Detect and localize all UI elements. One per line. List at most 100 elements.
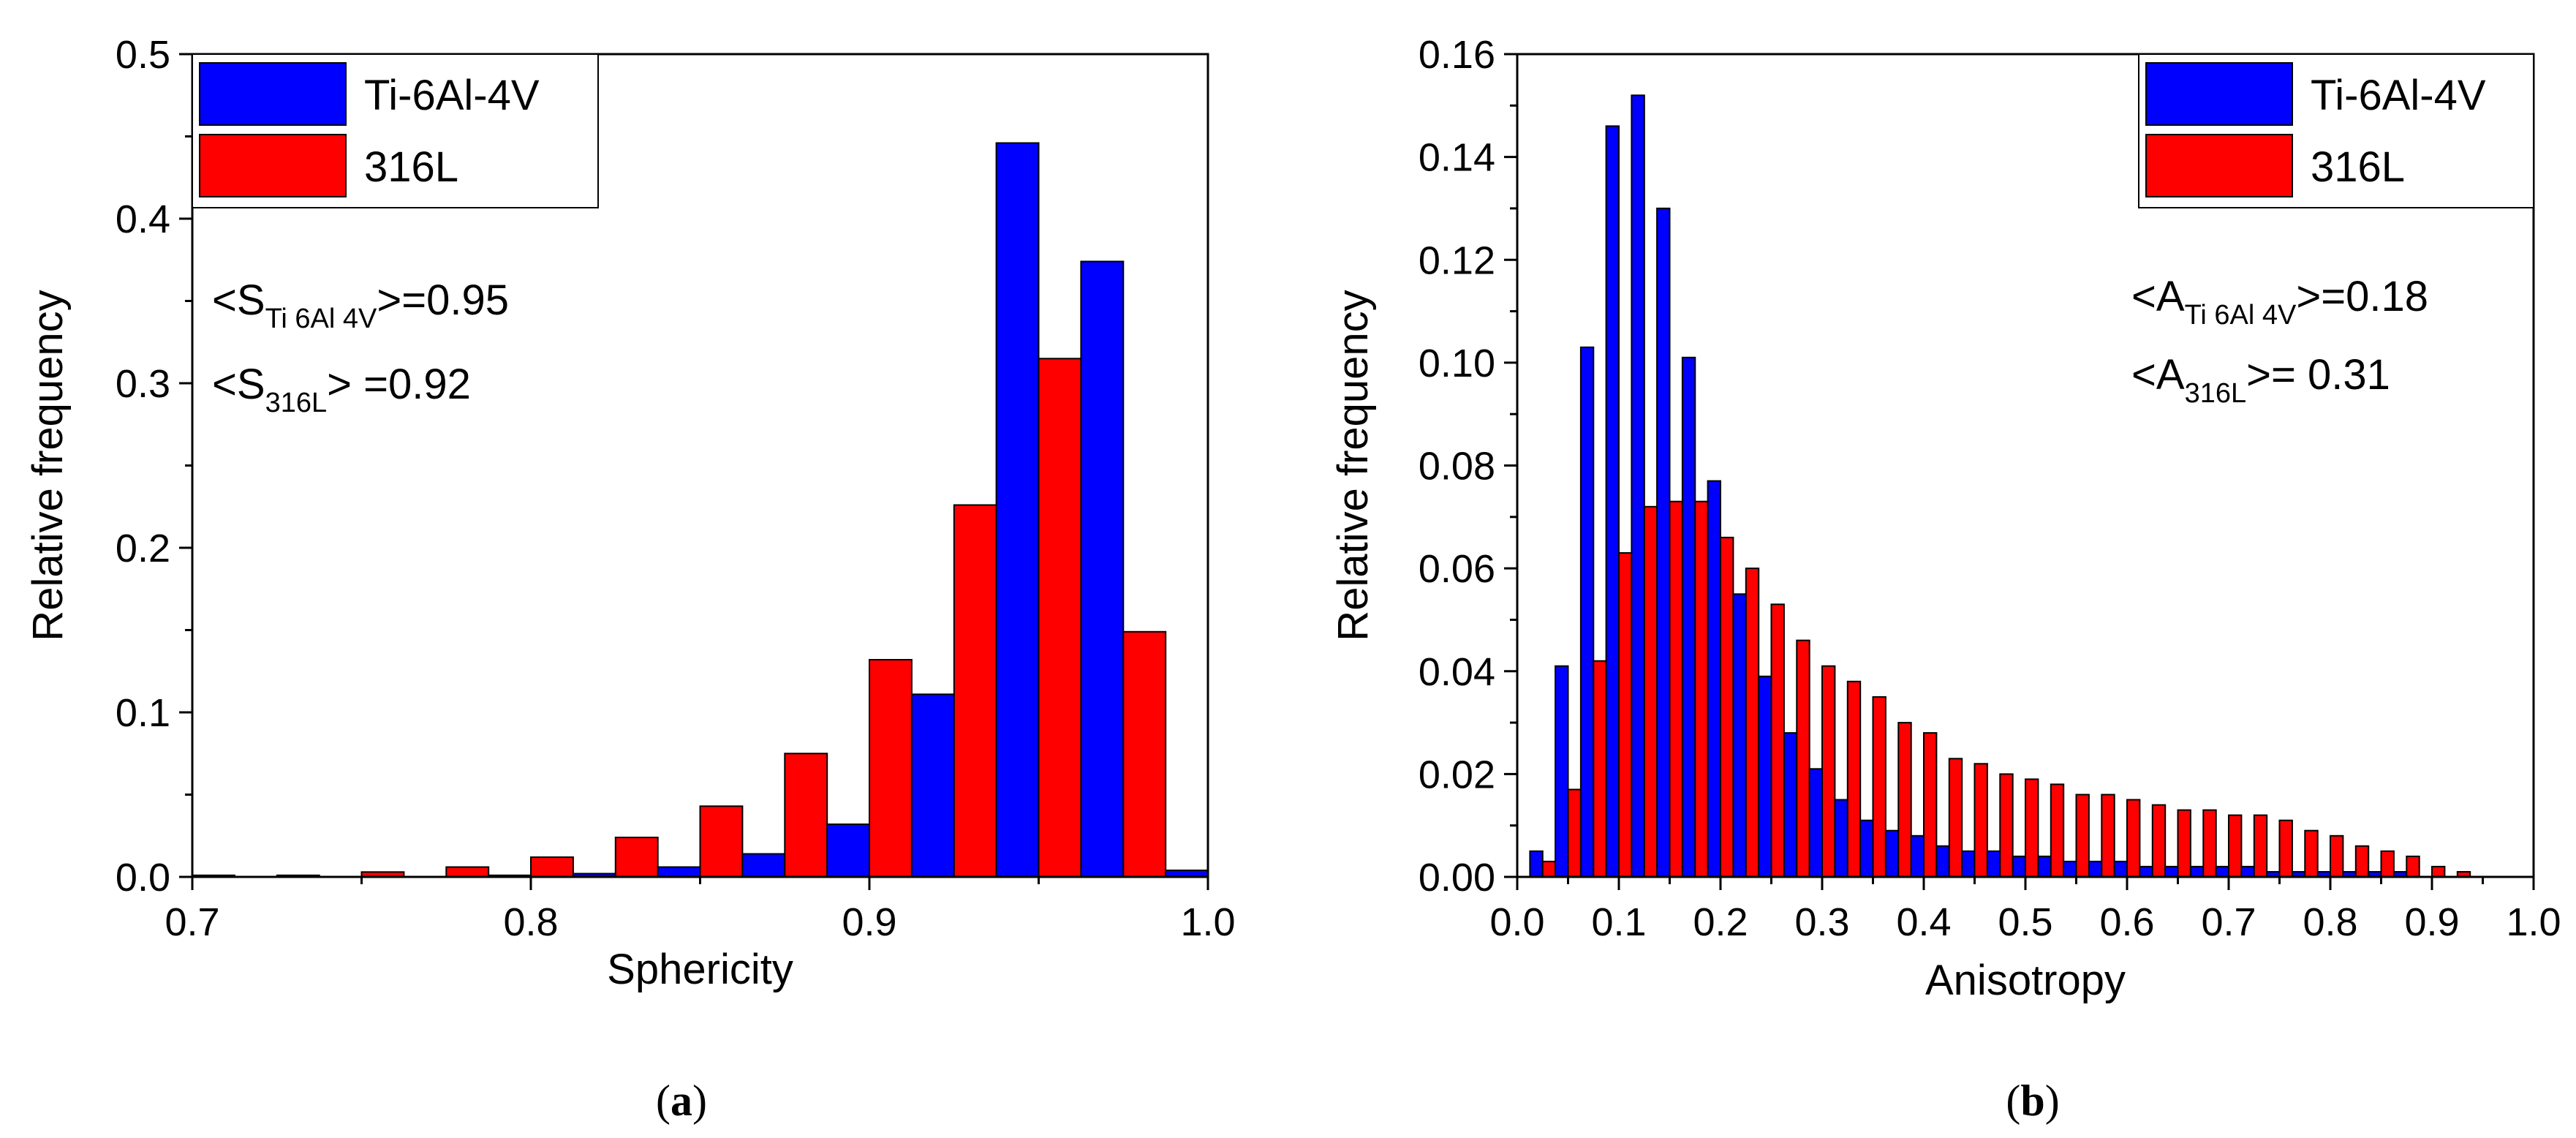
annotation-suffix: >=0.18 bbox=[2296, 273, 2428, 320]
bar-ti6al4v bbox=[2240, 865, 2255, 877]
annotation-subscript: Ti 6Al 4V bbox=[2185, 300, 2297, 331]
bar-ti6al4v bbox=[2063, 860, 2077, 877]
legend-label: 316L bbox=[2311, 143, 2405, 191]
bar-316l bbox=[2025, 778, 2039, 877]
y-tick-label: 0.12 bbox=[1419, 238, 1495, 282]
bar-ti6al4v bbox=[2164, 865, 2179, 877]
annotation-subscript: Ti 6Al 4V bbox=[265, 304, 377, 334]
panel-label-close: ) bbox=[692, 1077, 707, 1125]
annotation-suffix: > =0.92 bbox=[327, 361, 471, 408]
bar-ti6al4v bbox=[1605, 125, 1620, 877]
bar-316l bbox=[699, 805, 744, 877]
bar-316l bbox=[1796, 639, 1810, 877]
mean-annotation: <S316L> =0.92 bbox=[212, 361, 471, 418]
bar-316l bbox=[1872, 696, 1886, 877]
bar-ti6al4v bbox=[1961, 850, 1976, 877]
bar-ti6al4v bbox=[741, 853, 786, 877]
bars-group bbox=[1529, 94, 2471, 877]
panel-label-letter: b bbox=[2020, 1077, 2044, 1125]
bar-316l bbox=[1694, 500, 1709, 877]
bar-316l bbox=[784, 753, 828, 877]
annotation-subscript: 316L bbox=[2185, 378, 2247, 409]
x-tick-label: 1.0 bbox=[1180, 900, 1235, 944]
bar-316l bbox=[445, 866, 490, 877]
bar-ti6al4v bbox=[2189, 865, 2205, 877]
bar-316l bbox=[2126, 799, 2141, 877]
bar-316l bbox=[530, 856, 574, 877]
annotation-suffix: >= 0.31 bbox=[2246, 351, 2390, 399]
panel-label-open: ( bbox=[2006, 1077, 2020, 1125]
y-tick-label: 0.10 bbox=[1419, 342, 1495, 385]
x-tick-label: 1.0 bbox=[2506, 900, 2561, 944]
y-axis-title: Relative frequency bbox=[1329, 290, 1377, 641]
x-tick-label: 0.9 bbox=[2404, 900, 2459, 944]
bar-ti6al4v bbox=[2113, 860, 2129, 877]
bar-316l bbox=[2253, 814, 2268, 877]
bar-ti6al4v bbox=[910, 693, 955, 877]
x-tick-label: 0.3 bbox=[1794, 900, 1849, 944]
bar-316l bbox=[2278, 819, 2293, 877]
bar-316l bbox=[1821, 665, 1836, 877]
bar-316l bbox=[1897, 722, 1912, 877]
bar-ti6al4v bbox=[1910, 834, 1925, 877]
bar-ti6al4v bbox=[657, 866, 701, 877]
y-tick-label: 0.08 bbox=[1419, 445, 1495, 489]
bar-316l bbox=[1618, 552, 1633, 877]
y-tick-label: 0.16 bbox=[1419, 33, 1495, 77]
bar-316l bbox=[614, 837, 659, 877]
mean-annotation: <STi 6Al 4V>=0.95 bbox=[212, 276, 509, 334]
bar-316l bbox=[2202, 809, 2217, 877]
x-tick-label: 0.5 bbox=[1998, 900, 2052, 944]
bar-ti6al4v bbox=[1707, 480, 1722, 877]
mean-annotation: <ATi 6Al 4V>=0.18 bbox=[2131, 273, 2428, 331]
bar-ti6al4v bbox=[2215, 865, 2230, 877]
x-tick-label: 0.8 bbox=[2303, 900, 2357, 944]
panel-label: (a) bbox=[656, 1077, 707, 1125]
bar-316l bbox=[1846, 680, 1862, 877]
bar-ti6al4v bbox=[2139, 865, 2153, 877]
y-tick-label: 0.14 bbox=[1419, 136, 1495, 180]
x-tick-label: 0.7 bbox=[2201, 900, 2256, 944]
bar-ti6al4v bbox=[1884, 829, 1900, 877]
chart-panel-a: 0.7 0.8 0.9 1.0 0.0 0.1 0.2 0.3 0.4 0.5 Sphericity… bbox=[24, 33, 1236, 1125]
bar-316l bbox=[2406, 855, 2420, 877]
bar-316l bbox=[2380, 850, 2395, 877]
bar-316l bbox=[1720, 536, 1734, 877]
bar-316l bbox=[2304, 829, 2319, 877]
bar-316l bbox=[1999, 773, 2014, 877]
bar-316l bbox=[1770, 603, 1785, 877]
bar-316l bbox=[2228, 814, 2243, 877]
bar-ti6al4v bbox=[995, 142, 1040, 877]
bar-316l bbox=[2354, 845, 2370, 877]
annotation-prefix: <A bbox=[2131, 273, 2185, 320]
bar-316l bbox=[2431, 865, 2446, 877]
bar-316l bbox=[1122, 630, 1167, 877]
legend-label: Ti-6Al-4V bbox=[364, 72, 540, 119]
bar-316l bbox=[2456, 871, 2471, 877]
x-tick-label: 0.1 bbox=[1591, 900, 1646, 944]
bar-ti6al4v bbox=[1834, 799, 1848, 877]
x-axis-title: Anisotropy bbox=[1925, 957, 2126, 1004]
bar-316l bbox=[2075, 794, 2090, 877]
bar-ti6al4v bbox=[1681, 356, 1696, 877]
bar-316l bbox=[1923, 732, 1938, 877]
annotation-prefix: <S bbox=[212, 276, 265, 324]
bar-316l bbox=[2330, 834, 2344, 877]
y-tick-label: 0.04 bbox=[1419, 650, 1495, 694]
bar-ti6al4v bbox=[1808, 768, 1824, 877]
bar-316l bbox=[1593, 660, 1607, 877]
bar-316l bbox=[869, 659, 913, 877]
x-tick-label: 0.0 bbox=[1489, 900, 1544, 944]
legend: Ti-6Al-4V 316L bbox=[2138, 53, 2534, 208]
bar-ti6al4v bbox=[826, 824, 870, 877]
bar-ti6al4v bbox=[1555, 665, 1569, 877]
bar-316l bbox=[1541, 860, 1557, 877]
x-tick-label: 0.2 bbox=[1693, 900, 1748, 944]
panel-label-open: ( bbox=[656, 1077, 671, 1125]
legend-swatch-316l bbox=[2145, 134, 2293, 197]
annotation-prefix: <A bbox=[2131, 351, 2185, 399]
bar-ti6al4v bbox=[1859, 819, 1874, 877]
legend: Ti-6Al-4V 316L bbox=[192, 53, 599, 208]
y-tick-label: 0.00 bbox=[1419, 856, 1495, 900]
